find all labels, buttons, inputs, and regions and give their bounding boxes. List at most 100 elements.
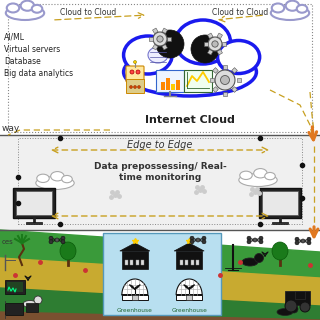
Ellipse shape	[7, 4, 19, 12]
Text: Big data analytics: Big data analytics	[4, 68, 73, 77]
Ellipse shape	[51, 172, 64, 181]
Text: Internet Cloud: Internet Cloud	[145, 115, 235, 125]
Bar	[26, 303, 38, 312]
Bar	[5, 303, 23, 315]
Circle shape	[301, 239, 305, 243]
Ellipse shape	[23, 300, 37, 308]
Bar	[26, 222, 42, 224]
Bar	[191, 260, 194, 265]
Bar	[196, 260, 199, 265]
Circle shape	[157, 36, 163, 42]
Ellipse shape	[286, 1, 299, 11]
Bar	[153, 28, 158, 34]
Circle shape	[247, 240, 251, 244]
Ellipse shape	[60, 242, 76, 260]
Bar	[162, 28, 167, 34]
Ellipse shape	[37, 174, 49, 182]
Circle shape	[300, 302, 310, 312]
Circle shape	[212, 41, 218, 47]
Circle shape	[49, 240, 53, 244]
Bar	[103, 233, 221, 315]
Bar	[232, 87, 237, 92]
Bar	[148, 37, 153, 41]
Circle shape	[202, 240, 206, 244]
Text: Cloud to Cloud: Cloud to Cloud	[212, 7, 268, 17]
Circle shape	[130, 85, 132, 89]
Bar	[162, 44, 167, 50]
Ellipse shape	[6, 6, 44, 20]
Circle shape	[153, 32, 167, 46]
Polygon shape	[189, 285, 194, 289]
Ellipse shape	[32, 5, 42, 13]
Text: Cloud to Cloud: Cloud to Cloud	[60, 7, 116, 17]
Ellipse shape	[124, 48, 256, 96]
Bar	[5, 280, 25, 294]
Bar	[259, 188, 301, 218]
Bar	[295, 291, 305, 299]
Ellipse shape	[265, 172, 275, 180]
Ellipse shape	[148, 47, 168, 63]
Bar	[122, 295, 148, 300]
Circle shape	[208, 37, 222, 51]
Bar	[161, 82, 164, 90]
Bar	[236, 78, 241, 82]
Text: Database: Database	[4, 57, 41, 66]
Ellipse shape	[239, 173, 277, 187]
Bar	[217, 50, 222, 55]
Bar	[132, 295, 138, 300]
Bar	[136, 260, 140, 265]
FancyBboxPatch shape	[126, 66, 144, 82]
Bar	[171, 84, 174, 90]
Text: Virtual servers: Virtual servers	[4, 44, 60, 53]
Circle shape	[196, 238, 200, 242]
Bar	[122, 251, 148, 269]
Bar	[156, 70, 184, 92]
Text: way: way	[2, 124, 20, 133]
Ellipse shape	[297, 5, 307, 13]
Bar	[210, 78, 213, 82]
Circle shape	[259, 240, 263, 244]
Circle shape	[220, 76, 229, 84]
Circle shape	[61, 240, 65, 244]
Text: Greenhouse: Greenhouse	[171, 308, 207, 313]
Bar	[0, 0, 320, 135]
Circle shape	[259, 236, 263, 240]
Circle shape	[215, 70, 235, 90]
Ellipse shape	[62, 175, 72, 183]
Bar	[167, 37, 172, 41]
Circle shape	[130, 70, 134, 74]
Bar	[208, 50, 213, 55]
Circle shape	[253, 238, 257, 242]
Bar	[223, 65, 227, 68]
Circle shape	[156, 30, 184, 58]
Bar	[212, 68, 218, 73]
Bar	[262, 191, 298, 215]
Circle shape	[55, 238, 59, 242]
Ellipse shape	[271, 6, 309, 20]
Circle shape	[190, 240, 194, 244]
Circle shape	[285, 300, 297, 312]
Bar	[185, 260, 188, 265]
Bar	[0, 135, 320, 230]
Text: Greenhouse: Greenhouse	[117, 308, 153, 313]
Ellipse shape	[272, 242, 288, 260]
Bar	[176, 80, 180, 90]
Polygon shape	[174, 243, 204, 251]
Bar	[7, 282, 23, 292]
Ellipse shape	[175, 20, 230, 64]
Circle shape	[307, 241, 311, 245]
Circle shape	[307, 237, 311, 241]
Circle shape	[190, 236, 194, 240]
Circle shape	[191, 35, 219, 63]
Bar	[232, 68, 237, 73]
Bar	[130, 260, 133, 265]
Bar	[176, 251, 202, 269]
Bar	[180, 260, 183, 265]
Bar	[16, 191, 52, 215]
Bar	[217, 33, 222, 38]
Circle shape	[202, 236, 206, 240]
Ellipse shape	[277, 308, 293, 316]
Bar	[223, 92, 227, 95]
Circle shape	[138, 85, 140, 89]
Bar	[176, 295, 202, 300]
